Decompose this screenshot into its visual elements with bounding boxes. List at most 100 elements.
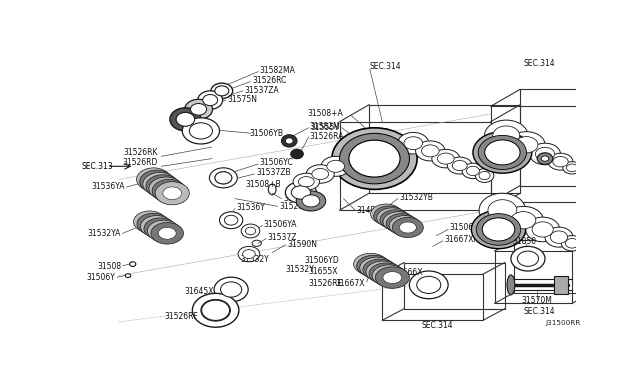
Text: 31555V: 31555V <box>311 122 340 132</box>
Ellipse shape <box>285 182 316 203</box>
Ellipse shape <box>144 173 163 186</box>
Ellipse shape <box>380 210 411 230</box>
Text: 31582M: 31582M <box>309 122 340 131</box>
Ellipse shape <box>384 212 401 224</box>
Text: 31532YA: 31532YA <box>88 229 121 238</box>
Ellipse shape <box>154 180 172 193</box>
Text: 31532Y: 31532Y <box>285 265 314 274</box>
Ellipse shape <box>353 253 388 275</box>
Text: 31655X: 31655X <box>308 267 338 276</box>
Text: 31506YC: 31506YC <box>260 158 294 167</box>
Text: 31526RK: 31526RK <box>123 148 157 157</box>
Ellipse shape <box>214 277 248 302</box>
Ellipse shape <box>378 209 395 219</box>
Ellipse shape <box>377 208 408 228</box>
Ellipse shape <box>158 227 176 239</box>
Ellipse shape <box>149 177 183 200</box>
Ellipse shape <box>141 216 159 228</box>
Text: 31590N: 31590N <box>287 240 317 248</box>
Text: J31500RR: J31500RR <box>545 320 580 326</box>
Text: 31526RA: 31526RA <box>309 132 344 141</box>
Ellipse shape <box>479 193 525 227</box>
Ellipse shape <box>220 212 243 229</box>
Text: 31666X: 31666X <box>394 268 423 277</box>
Ellipse shape <box>312 169 328 180</box>
Ellipse shape <box>493 126 520 145</box>
Ellipse shape <box>293 173 319 190</box>
Ellipse shape <box>332 128 417 189</box>
Ellipse shape <box>182 118 220 144</box>
Ellipse shape <box>163 187 182 200</box>
Ellipse shape <box>404 137 422 150</box>
Ellipse shape <box>476 214 521 245</box>
Ellipse shape <box>147 220 180 242</box>
Ellipse shape <box>532 222 553 237</box>
Ellipse shape <box>363 259 397 280</box>
Ellipse shape <box>327 160 344 172</box>
Ellipse shape <box>302 195 320 207</box>
Text: 314B4: 314B4 <box>356 206 381 215</box>
Ellipse shape <box>202 300 230 320</box>
Ellipse shape <box>155 182 189 205</box>
Ellipse shape <box>147 175 166 188</box>
Ellipse shape <box>307 165 334 183</box>
Ellipse shape <box>462 163 484 179</box>
Ellipse shape <box>396 220 413 231</box>
Text: 31537Z: 31537Z <box>268 233 297 243</box>
Ellipse shape <box>146 175 180 198</box>
Text: 31532Y: 31532Y <box>241 255 269 264</box>
Ellipse shape <box>371 264 389 276</box>
Ellipse shape <box>151 223 169 235</box>
Text: 31667X: 31667X <box>336 279 365 288</box>
Ellipse shape <box>160 185 179 197</box>
Ellipse shape <box>367 262 386 274</box>
Ellipse shape <box>221 282 242 297</box>
Ellipse shape <box>541 156 549 161</box>
Text: 31506Y: 31506Y <box>87 273 116 282</box>
Text: 31570M: 31570M <box>522 296 553 305</box>
Text: 31506YB: 31506YB <box>249 129 283 138</box>
Text: SEC.313: SEC.313 <box>81 162 113 171</box>
Ellipse shape <box>349 140 400 177</box>
Ellipse shape <box>410 271 448 299</box>
Ellipse shape <box>377 268 396 280</box>
Ellipse shape <box>432 150 460 168</box>
Text: SEC.314: SEC.314 <box>370 62 401 71</box>
Text: 31508+B: 31508+B <box>246 180 282 189</box>
Ellipse shape <box>467 166 479 176</box>
Ellipse shape <box>537 153 553 164</box>
Ellipse shape <box>245 227 255 235</box>
Ellipse shape <box>415 141 445 161</box>
Ellipse shape <box>452 160 467 171</box>
Ellipse shape <box>215 172 232 184</box>
Ellipse shape <box>422 145 439 157</box>
Text: 31667XA: 31667XA <box>444 235 479 244</box>
Ellipse shape <box>238 246 260 262</box>
Ellipse shape <box>176 112 195 126</box>
Text: 31508+A: 31508+A <box>308 109 344 118</box>
Text: 31506YE: 31506YE <box>450 224 483 232</box>
Text: SEC.314: SEC.314 <box>421 321 452 330</box>
Ellipse shape <box>387 214 404 225</box>
Ellipse shape <box>282 135 297 147</box>
Ellipse shape <box>525 217 560 242</box>
Ellipse shape <box>393 218 410 229</box>
Ellipse shape <box>550 231 568 243</box>
Ellipse shape <box>380 270 399 282</box>
Ellipse shape <box>298 177 314 187</box>
Text: 31850: 31850 <box>512 237 536 246</box>
Ellipse shape <box>383 212 414 232</box>
Ellipse shape <box>151 222 184 244</box>
Ellipse shape <box>566 164 578 171</box>
Ellipse shape <box>356 255 391 277</box>
Ellipse shape <box>241 224 260 238</box>
Ellipse shape <box>155 225 173 237</box>
Ellipse shape <box>511 246 545 271</box>
Ellipse shape <box>482 218 515 241</box>
Text: 31506YD: 31506YD <box>305 256 339 265</box>
Ellipse shape <box>472 210 525 249</box>
Ellipse shape <box>340 133 410 184</box>
Ellipse shape <box>417 276 441 294</box>
Ellipse shape <box>503 206 543 234</box>
Ellipse shape <box>392 218 423 238</box>
